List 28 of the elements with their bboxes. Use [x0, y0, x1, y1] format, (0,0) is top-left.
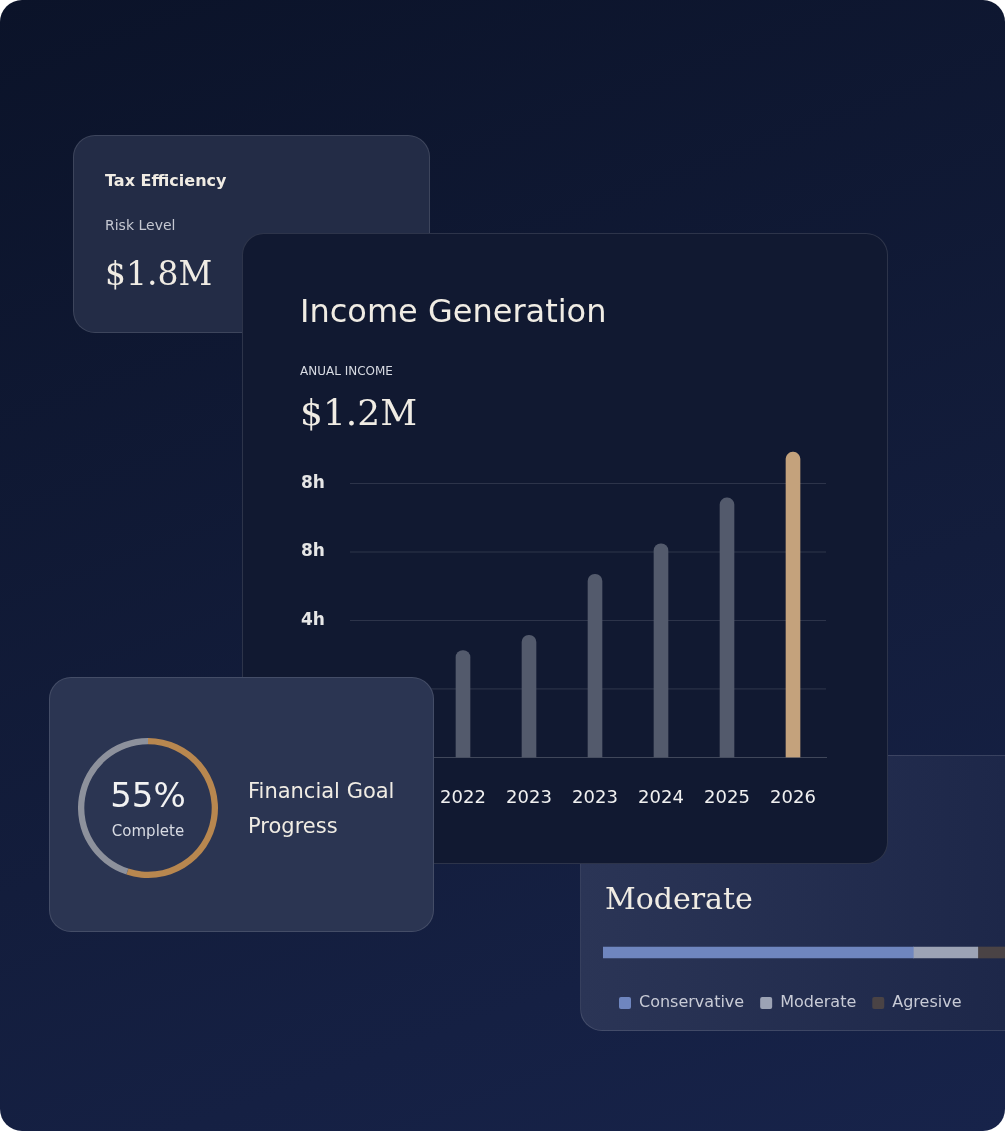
text: ANUAL INCOME [300, 364, 393, 378]
x-tick-label: 2024 [638, 785, 684, 807]
legend-label: Conservative [639, 992, 745, 1012]
bar [521, 634, 537, 758]
bar [587, 573, 603, 758]
bar [719, 497, 735, 758]
text: Complete [111, 821, 185, 840]
data-label: 55% [110, 774, 186, 815]
text: 8h [301, 471, 325, 492]
x-tick-label: 2025 [704, 785, 750, 807]
text: $1.8M [105, 254, 213, 293]
text: Risk Level [105, 217, 176, 233]
text: Financial Goal Progress [248, 778, 396, 840]
x-tick-label: 2026 [770, 785, 816, 807]
x-tick-label: 2022 [440, 785, 486, 807]
chart-title: Moderate [605, 881, 753, 916]
text: 8h [301, 540, 325, 561]
x-tick-label: 2023 [572, 785, 618, 807]
bar [455, 650, 471, 758]
text: 4h [301, 608, 325, 629]
x-tick-label: 2023 [506, 785, 552, 807]
chart-title: Income Generation [300, 292, 607, 330]
text: $1.2M [300, 392, 418, 433]
legend-label: Agresive [892, 992, 962, 1012]
legend-label: Moderate [780, 992, 857, 1012]
text: Tax Efficiency [105, 171, 227, 190]
bar [653, 543, 669, 758]
bar [785, 451, 801, 758]
